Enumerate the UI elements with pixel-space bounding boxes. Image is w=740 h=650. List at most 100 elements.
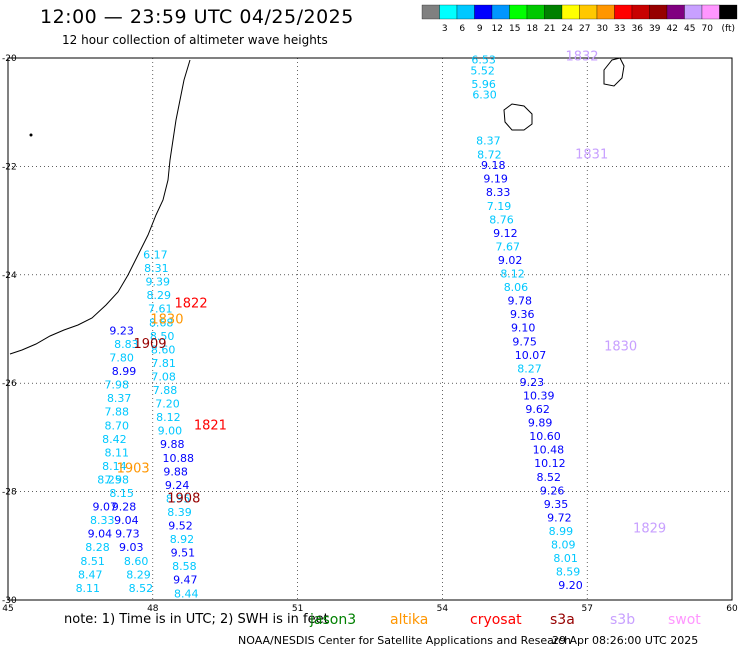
wave-height-value: 7.88	[105, 406, 129, 419]
wave-height-value: 10.60	[529, 430, 561, 443]
colorbar-swatch	[439, 4, 458, 20]
coastline	[9, 57, 625, 355]
colorbar-label: 27	[579, 24, 590, 34]
wave-height-value: 9.28	[112, 501, 137, 514]
y-tick-label: -24	[2, 271, 17, 281]
y-tick-label: -22	[2, 162, 17, 172]
legend-cryosat: cryosat	[470, 612, 522, 628]
colorbar-label: 3	[442, 24, 448, 34]
map-border	[7, 57, 733, 601]
wave-height-value: 9.04	[88, 528, 113, 541]
wave-height-value: 8.52	[537, 471, 562, 484]
wave-height-value: 9.00	[158, 425, 183, 438]
colorbar-label: 9	[477, 24, 483, 34]
colorbar-label: 24	[562, 24, 574, 34]
y-tick-label: -26	[2, 379, 17, 389]
wave-height-value: 9.52	[168, 520, 193, 533]
footer-note: note: 1) Time is in UTC; 2) SWH is in fe…	[64, 612, 329, 627]
generated-timestamp: 29 Apr 08:26:00 UTC 2025	[552, 634, 699, 647]
wave-height-value: 8.29	[126, 568, 150, 581]
wave-height-value: 8.14	[102, 460, 127, 473]
wave-height-value: 9.23	[109, 324, 134, 337]
wave-height-value: 9.51	[171, 547, 196, 560]
wave-height-value: 8.33	[90, 514, 115, 527]
colorbar-swatch	[684, 4, 703, 20]
colorbar-label: 18	[527, 24, 539, 34]
wave-height-value: 10.39	[523, 389, 555, 402]
colorbar-unit: (ft)	[721, 24, 735, 34]
y-tick-label: -30	[2, 596, 17, 606]
colorbar-label: 39	[649, 24, 661, 34]
colorbar-swatch	[631, 4, 650, 20]
x-tick-label: 57	[581, 604, 592, 614]
wave-height-value: 9.36	[510, 308, 535, 321]
wave-height-value: 7.61	[148, 303, 173, 316]
wave-observations: 6.535.525.966.308.378.729.189.198.337.19…	[76, 53, 583, 600]
wave-height-value: 9.89	[528, 417, 553, 430]
wave-height-value: 7.81	[151, 357, 176, 370]
wave-height-value: 8.99	[112, 365, 137, 378]
wave-height-value: 7.88	[153, 384, 178, 397]
colorbar-label: 6	[459, 24, 465, 34]
colorbar-swatch	[701, 4, 720, 20]
wave-height-value: 7.19	[487, 200, 512, 213]
colorbar-label: 33	[614, 24, 625, 34]
legend-s3a: s3a	[550, 612, 575, 628]
pass-time-label: 1909	[133, 337, 166, 352]
wave-height-value: 9.73	[115, 528, 140, 541]
wave-height-value: 9.24	[165, 479, 190, 492]
wave-height-value: 8.47	[78, 568, 103, 581]
map-subtitle: 12 hour collection of altimeter wave hei…	[62, 33, 328, 47]
colorbar-swatch	[491, 4, 510, 20]
wave-height-value: 7.98	[105, 379, 129, 392]
islet	[29, 133, 33, 137]
wave-height-value: 9.19	[483, 173, 508, 186]
wave-height-value: 8.58	[172, 560, 197, 573]
wave-height-value: 9.88	[160, 438, 185, 451]
wave-height-value: 9.62	[525, 403, 550, 416]
credit-line: NOAA/NESDIS Center for Satellite Applica…	[238, 634, 572, 647]
map-gridlines: 45 48 51 54 57 60 -20 -22 -24 -26 -28 -30	[2, 54, 738, 614]
colorbar-label: 45	[684, 24, 695, 34]
wave-height-value: 10.12	[534, 457, 566, 470]
colorbar-swatch	[614, 4, 633, 20]
wave-height-value: 8.50	[150, 330, 175, 343]
pass-time-label: 1822	[175, 296, 208, 311]
wave-height-value: 7.67	[495, 240, 520, 253]
wave-height-value: 10.88	[162, 452, 194, 465]
wave-height-value: 8.60	[124, 555, 149, 568]
colorbar-label: 30	[597, 24, 609, 34]
wave-height-value: 8.42	[102, 433, 127, 446]
wave-height-value: 8.68	[149, 316, 174, 329]
x-tick-label: 51	[292, 604, 303, 614]
wave-height-value: 7.20	[155, 398, 180, 411]
wave-height-value: 8.25	[97, 473, 122, 486]
wave-height-value: 6.30	[472, 89, 497, 102]
colorbar-label: 15	[509, 24, 520, 34]
wave-height-value: 8.37	[476, 135, 501, 148]
wave-height-value: 9.07	[92, 501, 117, 514]
colorbar-label: 21	[544, 24, 555, 34]
wave-height-value: 8.51	[80, 555, 105, 568]
legend-altika: altika	[390, 612, 429, 628]
wave-height-value: 8.52	[129, 582, 154, 595]
wave-height-value: 9.35	[544, 498, 569, 511]
colorbar-swatch	[544, 4, 563, 20]
wave-height-value: 8.76	[489, 213, 513, 226]
colorbar-label: 42	[667, 24, 678, 34]
pass-time-label: 1829	[633, 521, 666, 536]
wave-height-value: 8.99	[549, 525, 574, 538]
y-tick-label: -28	[2, 488, 17, 498]
x-tick-label: 54	[437, 604, 449, 614]
madagascar-coastline	[9, 59, 191, 355]
pass-time-label: 1821	[194, 418, 227, 433]
wave-height-value: 9.10	[511, 322, 536, 335]
wave-height-value: 8.59	[556, 566, 581, 579]
wave-height-value: 9.12	[493, 227, 517, 240]
legend-s3b: s3b	[610, 612, 636, 628]
y-tick-label: -20	[2, 54, 17, 64]
wave-height-value: 9.26	[540, 484, 565, 497]
wave-height-value: 10.48	[533, 444, 565, 457]
wave-height-value: 9.78	[508, 295, 533, 308]
